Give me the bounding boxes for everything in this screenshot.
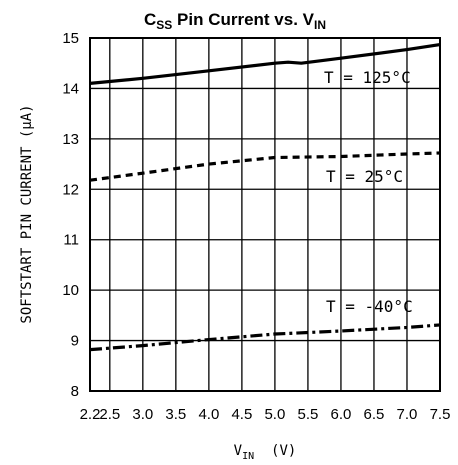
x-tick-label: 5.5 (297, 406, 318, 423)
y-tick-label: 11 (63, 232, 79, 249)
x-tick-label: 2.5 (99, 406, 120, 423)
plot-frame (89, 37, 441, 392)
x-tick-label: 4.0 (198, 406, 219, 423)
x-tick-label: 7.0 (397, 406, 418, 423)
x-tick-label: 6.0 (331, 406, 352, 423)
y-tick-label: 10 (62, 282, 79, 299)
series-label-125c: T = 125°C (324, 68, 411, 87)
series-line-1 (89, 151, 441, 182)
x-tick-label: 7.5 (430, 406, 451, 423)
series-label-25c: T = 25°C (326, 167, 403, 186)
x-tick-labels: 2.22.5 3.0 3.5 4.0 4.5 5.0 5.5 6.0 6.5 7.0 7.5 (80, 406, 451, 423)
y-tick-label: 12 (62, 181, 79, 198)
y-tick-label: 14 (62, 80, 79, 97)
x-tick-label: 5.0 (264, 406, 285, 423)
grid (89, 37, 441, 392)
chart-title: CSS Pin Current vs. VIN (144, 10, 326, 32)
y-tick-label: 15 (62, 30, 79, 47)
x-tick-label: 4.5 (231, 406, 252, 423)
series-label-neg40c: T = -40°C (326, 297, 413, 316)
series-group (89, 42, 441, 352)
series-line-0 (89, 42, 441, 85)
x-axis-label: VIN (V) (234, 443, 297, 462)
y-axis-label: SOFTSTART PIN CURRENT (μA) (19, 104, 35, 323)
x-tick-label: 6.5 (364, 406, 385, 423)
y-tick-label: 13 (62, 131, 79, 148)
y-tick-label: 9 (71, 333, 79, 350)
series-line-2 (89, 323, 441, 352)
x-tick-label: 3.0 (132, 406, 153, 423)
y-tick-label: 8 (71, 383, 79, 400)
x-tick-label: 3.5 (165, 406, 186, 423)
x-tick-label: 2.2 (80, 406, 101, 423)
y-tick-labels: 8 9 10 11 12 13 14 15 (62, 30, 79, 400)
